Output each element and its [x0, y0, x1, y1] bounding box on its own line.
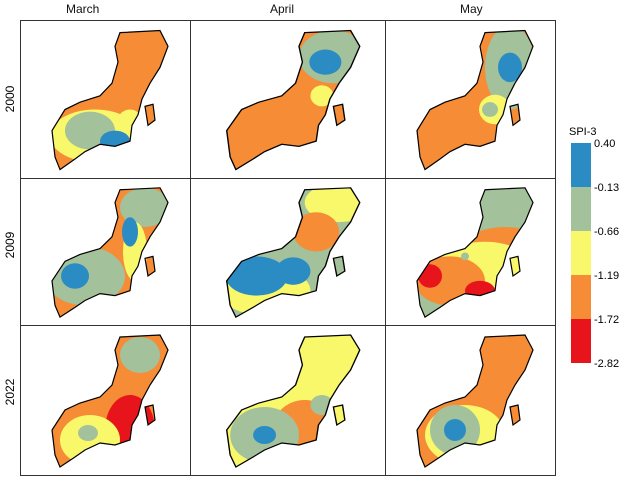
map-panel-may-2000	[416, 29, 534, 171]
region-boundary	[225, 334, 361, 468]
spi-zone	[498, 52, 522, 83]
region-boundary	[332, 103, 346, 127]
legend-swatch	[571, 275, 591, 319]
spi-zone	[226, 335, 360, 467]
spi-zone	[482, 102, 498, 117]
spi-zone	[418, 264, 442, 288]
region-boundary	[51, 334, 169, 468]
spi-zone	[461, 252, 469, 261]
spi-zone	[444, 419, 466, 441]
spi-zone	[310, 395, 334, 415]
map-panel-march-2022	[51, 334, 169, 468]
legend-break-label: -1.19	[594, 270, 620, 282]
legend-swatch	[571, 319, 591, 363]
spi-zone	[61, 263, 89, 289]
legend-swatch	[571, 187, 591, 231]
spi-zone	[276, 257, 311, 285]
region-boundary	[416, 187, 534, 319]
spi-zone	[52, 30, 168, 170]
region-boundary	[509, 255, 521, 278]
spi-zone	[78, 425, 98, 441]
spi-zone	[226, 256, 288, 296]
spi-zone	[293, 212, 340, 252]
region-boundary	[416, 29, 534, 171]
map-panel-april-2009	[225, 187, 361, 319]
map-panel-april-2000	[225, 29, 361, 171]
spi-zone	[465, 280, 495, 301]
panel-border	[385, 325, 556, 476]
region-boundary	[51, 187, 169, 319]
region-boundary	[144, 255, 156, 278]
spi-zone	[120, 337, 160, 373]
spi-zone	[480, 335, 533, 390]
spi-zone	[310, 85, 334, 107]
column-label-march: March	[66, 2, 100, 16]
region-boundary	[416, 334, 534, 468]
region-boundary	[144, 404, 156, 427]
region-boundary	[225, 187, 361, 319]
region-boundary	[144, 103, 156, 127]
region-boundary	[225, 29, 361, 171]
map-panel-may-2009	[416, 187, 534, 319]
spi-zone	[120, 187, 168, 228]
region-boundary	[509, 404, 521, 427]
legend-break-label: -2.82	[594, 358, 620, 370]
legend-break-label: 0.40	[594, 138, 616, 150]
region-boundary	[332, 255, 346, 278]
map-panel-may-2022	[416, 334, 534, 468]
row-label-2022: 2022	[3, 378, 17, 406]
map-panel-april-2022	[225, 334, 361, 468]
spi-zone	[100, 130, 130, 152]
legend-break-label: -0.66	[594, 226, 620, 238]
region-boundary	[51, 29, 169, 171]
map-panel-march-2000	[51, 29, 169, 171]
column-label-may: May	[460, 2, 483, 16]
legend-swatch	[571, 231, 591, 275]
legend-break-label: -0.13	[594, 182, 620, 194]
legend-swatch	[571, 143, 591, 187]
region-boundary	[332, 404, 346, 427]
spi-zone	[309, 49, 342, 75]
legend-break-label: -1.72	[594, 314, 620, 326]
map-panel-march-2009	[51, 187, 169, 319]
map-panel-grid	[20, 20, 556, 476]
spi-zone	[52, 335, 168, 467]
legend-title: SPI-3	[569, 126, 597, 138]
region-boundary	[509, 103, 521, 127]
spi-zone	[122, 217, 138, 247]
column-label-april: April	[270, 2, 295, 16]
spi-zone	[253, 426, 277, 444]
row-label-2009: 2009	[3, 231, 17, 259]
row-label-2000: 2000	[3, 85, 17, 113]
